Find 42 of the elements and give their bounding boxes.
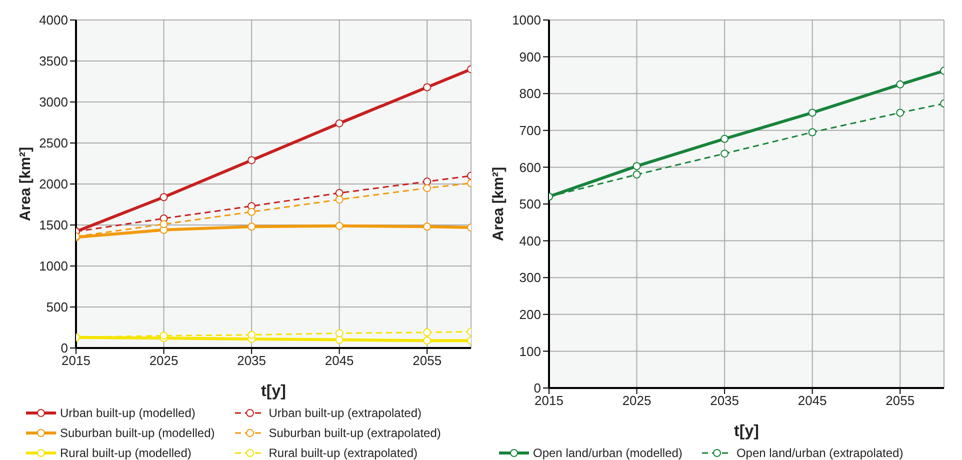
legend-label: Rural built-up (modelled) <box>60 446 192 460</box>
x-tick-label: 2045 <box>324 353 354 368</box>
y-tick-label: 700 <box>519 123 541 138</box>
y-axis-title: Area [km²] <box>490 166 507 242</box>
y-tick-label: 3500 <box>39 54 68 69</box>
x-tick-label: 2025 <box>622 393 652 408</box>
y-tick-label: 300 <box>519 270 541 286</box>
y-tick-label: 500 <box>46 300 68 315</box>
legend-label: Suburban built-up (modelled) <box>60 426 215 440</box>
x-tick-label: 2055 <box>886 393 915 408</box>
x-tick-label: 2015 <box>62 353 90 368</box>
y-tick-label: 100 <box>519 344 541 359</box>
y-tick-label: 400 <box>519 233 541 248</box>
x-tick-label: 2025 <box>149 353 178 368</box>
y-tick-label: 600 <box>519 160 541 175</box>
x-tick-label: 2035 <box>710 393 740 408</box>
y-tick-label: 0 <box>60 340 68 356</box>
x-axis-title: t[y] <box>261 383 286 400</box>
y-tick-label: 800 <box>519 86 541 102</box>
y-tick-label: 900 <box>519 49 541 64</box>
y-tick-label: 0 <box>534 380 541 396</box>
y-tick-label: 2000 <box>39 176 68 192</box>
y-tick-label: 1000 <box>512 12 541 28</box>
legend-label: Rural built-up (extrapolated) <box>268 446 418 460</box>
y-tick-label: 1500 <box>39 218 68 233</box>
legend-label: Suburban built-up (extrapolated) <box>268 426 441 440</box>
legend-label: Open land/urban (extrapolated) <box>736 446 904 460</box>
legend-label: Open land/urban (modelled) <box>533 446 682 460</box>
x-tick-label: 2015 <box>534 393 564 408</box>
legend-label: Urban built-up (extrapolated) <box>268 406 422 420</box>
legend-label: Urban built-up (modelled) <box>60 406 196 420</box>
x-tick-label: 2055 <box>412 353 442 368</box>
x-axis-title: t[y] <box>734 423 759 440</box>
y-tick-label: 200 <box>519 307 541 322</box>
y-tick-label: 500 <box>519 196 541 212</box>
y-tick-label: 4000 <box>39 12 68 28</box>
y-tick-label: 1000 <box>39 258 68 274</box>
y-tick-label: 3000 <box>39 94 68 110</box>
y-tick-label: 2500 <box>39 136 68 151</box>
x-tick-label: 2035 <box>237 353 266 368</box>
x-tick-label: 2045 <box>798 393 827 408</box>
y-axis-title: Area [km²] <box>17 146 34 222</box>
